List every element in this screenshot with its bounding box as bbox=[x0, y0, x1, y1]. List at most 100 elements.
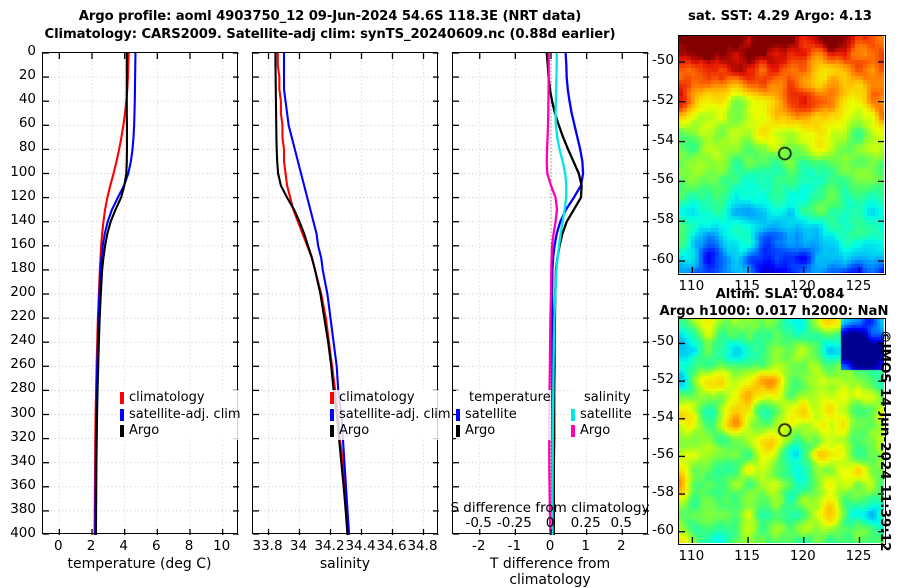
depth-tick-label: 240 bbox=[10, 332, 36, 349]
depth-tick-label: 60 bbox=[18, 115, 36, 132]
map-lon-tick: 110 bbox=[678, 548, 705, 564]
depth-tick-label: 200 bbox=[10, 284, 36, 300]
legend-item: Argo bbox=[571, 423, 632, 440]
depth-tick-label: 300 bbox=[10, 404, 36, 421]
series-satellite-adj-clim bbox=[282, 53, 351, 535]
difference-xtick-top: 0.25 bbox=[570, 515, 601, 531]
map-lat-tick: -50 bbox=[651, 333, 674, 350]
salinity-xtick: 34.2 bbox=[314, 538, 345, 554]
legend-heading: temperature bbox=[469, 390, 551, 405]
map-lon-tick: 115 bbox=[734, 278, 760, 294]
difference-xtick-top: -0.5 bbox=[465, 515, 492, 531]
legend-swatch-argo bbox=[456, 425, 460, 438]
depth-tick-label: 400 bbox=[10, 525, 36, 541]
depth-tick-label: 260 bbox=[10, 356, 36, 373]
map-lon-tick: 125 bbox=[845, 548, 872, 564]
map-lat-tick: -56 bbox=[651, 171, 674, 188]
sst-map-image bbox=[679, 36, 884, 273]
sla-map-title-line2: Argo h1000: 0.017 h2000: NaN bbox=[659, 304, 889, 319]
legend-item: climatology bbox=[120, 390, 241, 407]
map-lat-tick: -52 bbox=[651, 91, 674, 108]
map-lat-tick: -58 bbox=[651, 484, 674, 501]
map-lon-tick: 120 bbox=[789, 548, 816, 564]
legend-label: Argo bbox=[465, 423, 496, 438]
legend-label: Argo bbox=[339, 423, 370, 438]
legend-item: satellite bbox=[571, 407, 632, 424]
map-lat-tick: -60 bbox=[651, 521, 674, 538]
legend-swatch-argo bbox=[571, 425, 575, 438]
temperature-profile-panel bbox=[42, 52, 239, 535]
map-lat-tick: -50 bbox=[651, 51, 674, 68]
temperature-legend: climatology satellite-adj. clim Argo bbox=[120, 390, 241, 440]
legend-swatch-satellite-adj bbox=[120, 408, 124, 421]
legend-item: satellite bbox=[456, 407, 551, 424]
map-lon-tick: 115 bbox=[734, 548, 760, 564]
legend-label: satellite bbox=[465, 406, 517, 422]
map-lat-tick: -52 bbox=[651, 371, 674, 388]
temperature-xaxis-label: temperature (deg C) bbox=[67, 556, 212, 572]
map-lat-tick: -54 bbox=[651, 408, 674, 425]
difference-xtick-top: -0.25 bbox=[496, 515, 532, 531]
legend-swatch-argo bbox=[120, 425, 124, 438]
depth-tick-label: 340 bbox=[10, 452, 36, 469]
legend-item: Argo bbox=[120, 423, 241, 440]
legend-swatch-climatology bbox=[330, 392, 334, 405]
temperature-xtick: 8 bbox=[184, 538, 194, 554]
temperature-xtick: 6 bbox=[152, 538, 161, 554]
temperature-xtick: 10 bbox=[213, 538, 231, 554]
legend-swatch-argo bbox=[330, 425, 334, 438]
salinity-profile-panel bbox=[252, 52, 439, 535]
depth-tick-label: 360 bbox=[10, 476, 36, 493]
legend-swatch-satellite bbox=[571, 408, 575, 421]
salinity-legend: climatology satellite-adj. clim Argo bbox=[330, 390, 451, 440]
temperature-xtick: 0 bbox=[54, 538, 63, 554]
depth-tick-label: 0 bbox=[27, 43, 36, 59]
difference-xaxis-label-top: S difference from climatology bbox=[450, 500, 650, 516]
legend-label: Argo bbox=[129, 423, 160, 438]
sst-map-title: sat. SST: 4.29 Argo: 4.13 bbox=[688, 9, 872, 24]
temperature-xtick: 4 bbox=[119, 538, 128, 554]
map-lat-tick: -58 bbox=[651, 211, 674, 228]
map-lon-tick: 110 bbox=[678, 278, 705, 294]
legend-swatch-climatology bbox=[120, 392, 124, 405]
legend-heading-row: salinity bbox=[571, 390, 632, 407]
depth-tick-label: 140 bbox=[10, 211, 36, 228]
depth-tick-label: 80 bbox=[18, 139, 36, 156]
salinity-xaxis-label: salinity bbox=[319, 556, 371, 572]
difference-xtick-top: 0 bbox=[545, 515, 555, 531]
depth-tick-label: 40 bbox=[18, 91, 36, 108]
legend-item: climatology bbox=[330, 390, 451, 407]
depth-tick-label: 100 bbox=[10, 163, 36, 180]
difference-legend-salinity: salinity satellite Argo bbox=[571, 390, 632, 440]
sst-map-panel bbox=[678, 35, 886, 275]
difference-legend-temperature: temperature satellite Argo bbox=[456, 390, 551, 440]
map-lon-tick: 120 bbox=[789, 278, 816, 294]
map-lat-tick: -60 bbox=[651, 251, 674, 268]
depth-tick-label: 220 bbox=[10, 308, 36, 325]
depth-tick-label: 160 bbox=[10, 235, 36, 252]
salinity-xtick: 34 bbox=[289, 538, 308, 554]
difference-xtick-top: 0.5 bbox=[610, 515, 632, 531]
map-lon-tick: 125 bbox=[845, 278, 872, 294]
difference-xtick-bottom: 2 bbox=[616, 538, 626, 554]
series-temperature-argo bbox=[545, 53, 583, 535]
temperature-xtick: 2 bbox=[86, 538, 96, 554]
legend-label: satellite-adj. clim bbox=[129, 406, 241, 422]
legend-label: Argo bbox=[580, 423, 611, 438]
salinity-xtick: 34.4 bbox=[345, 538, 376, 554]
difference-xtick-bottom: 1 bbox=[581, 538, 590, 554]
depth-tick-label: 120 bbox=[10, 187, 36, 204]
copyright-label: ©IMOS 14-Jun-2024 11:39:12 bbox=[877, 330, 893, 552]
depth-tick-label: 180 bbox=[10, 259, 36, 276]
legend-heading-row: temperature bbox=[456, 390, 551, 407]
series-salinity-satellite bbox=[551, 53, 568, 535]
difference-profile-panel bbox=[452, 52, 649, 535]
legend-label: climatology bbox=[339, 390, 415, 405]
legend-label: satellite bbox=[580, 406, 632, 422]
figure-title-line2: Climatology: CARS2009. Satellite-adj cli… bbox=[44, 27, 616, 42]
legend-heading: salinity bbox=[584, 390, 631, 405]
difference-xtick-bottom: -2 bbox=[471, 538, 486, 554]
figure-title: Argo profile: aoml 4903750_12 09-Jun-202… bbox=[0, 8, 660, 44]
legend-item: satellite-adj. clim bbox=[120, 407, 241, 424]
map-lat-tick: -54 bbox=[651, 131, 674, 148]
